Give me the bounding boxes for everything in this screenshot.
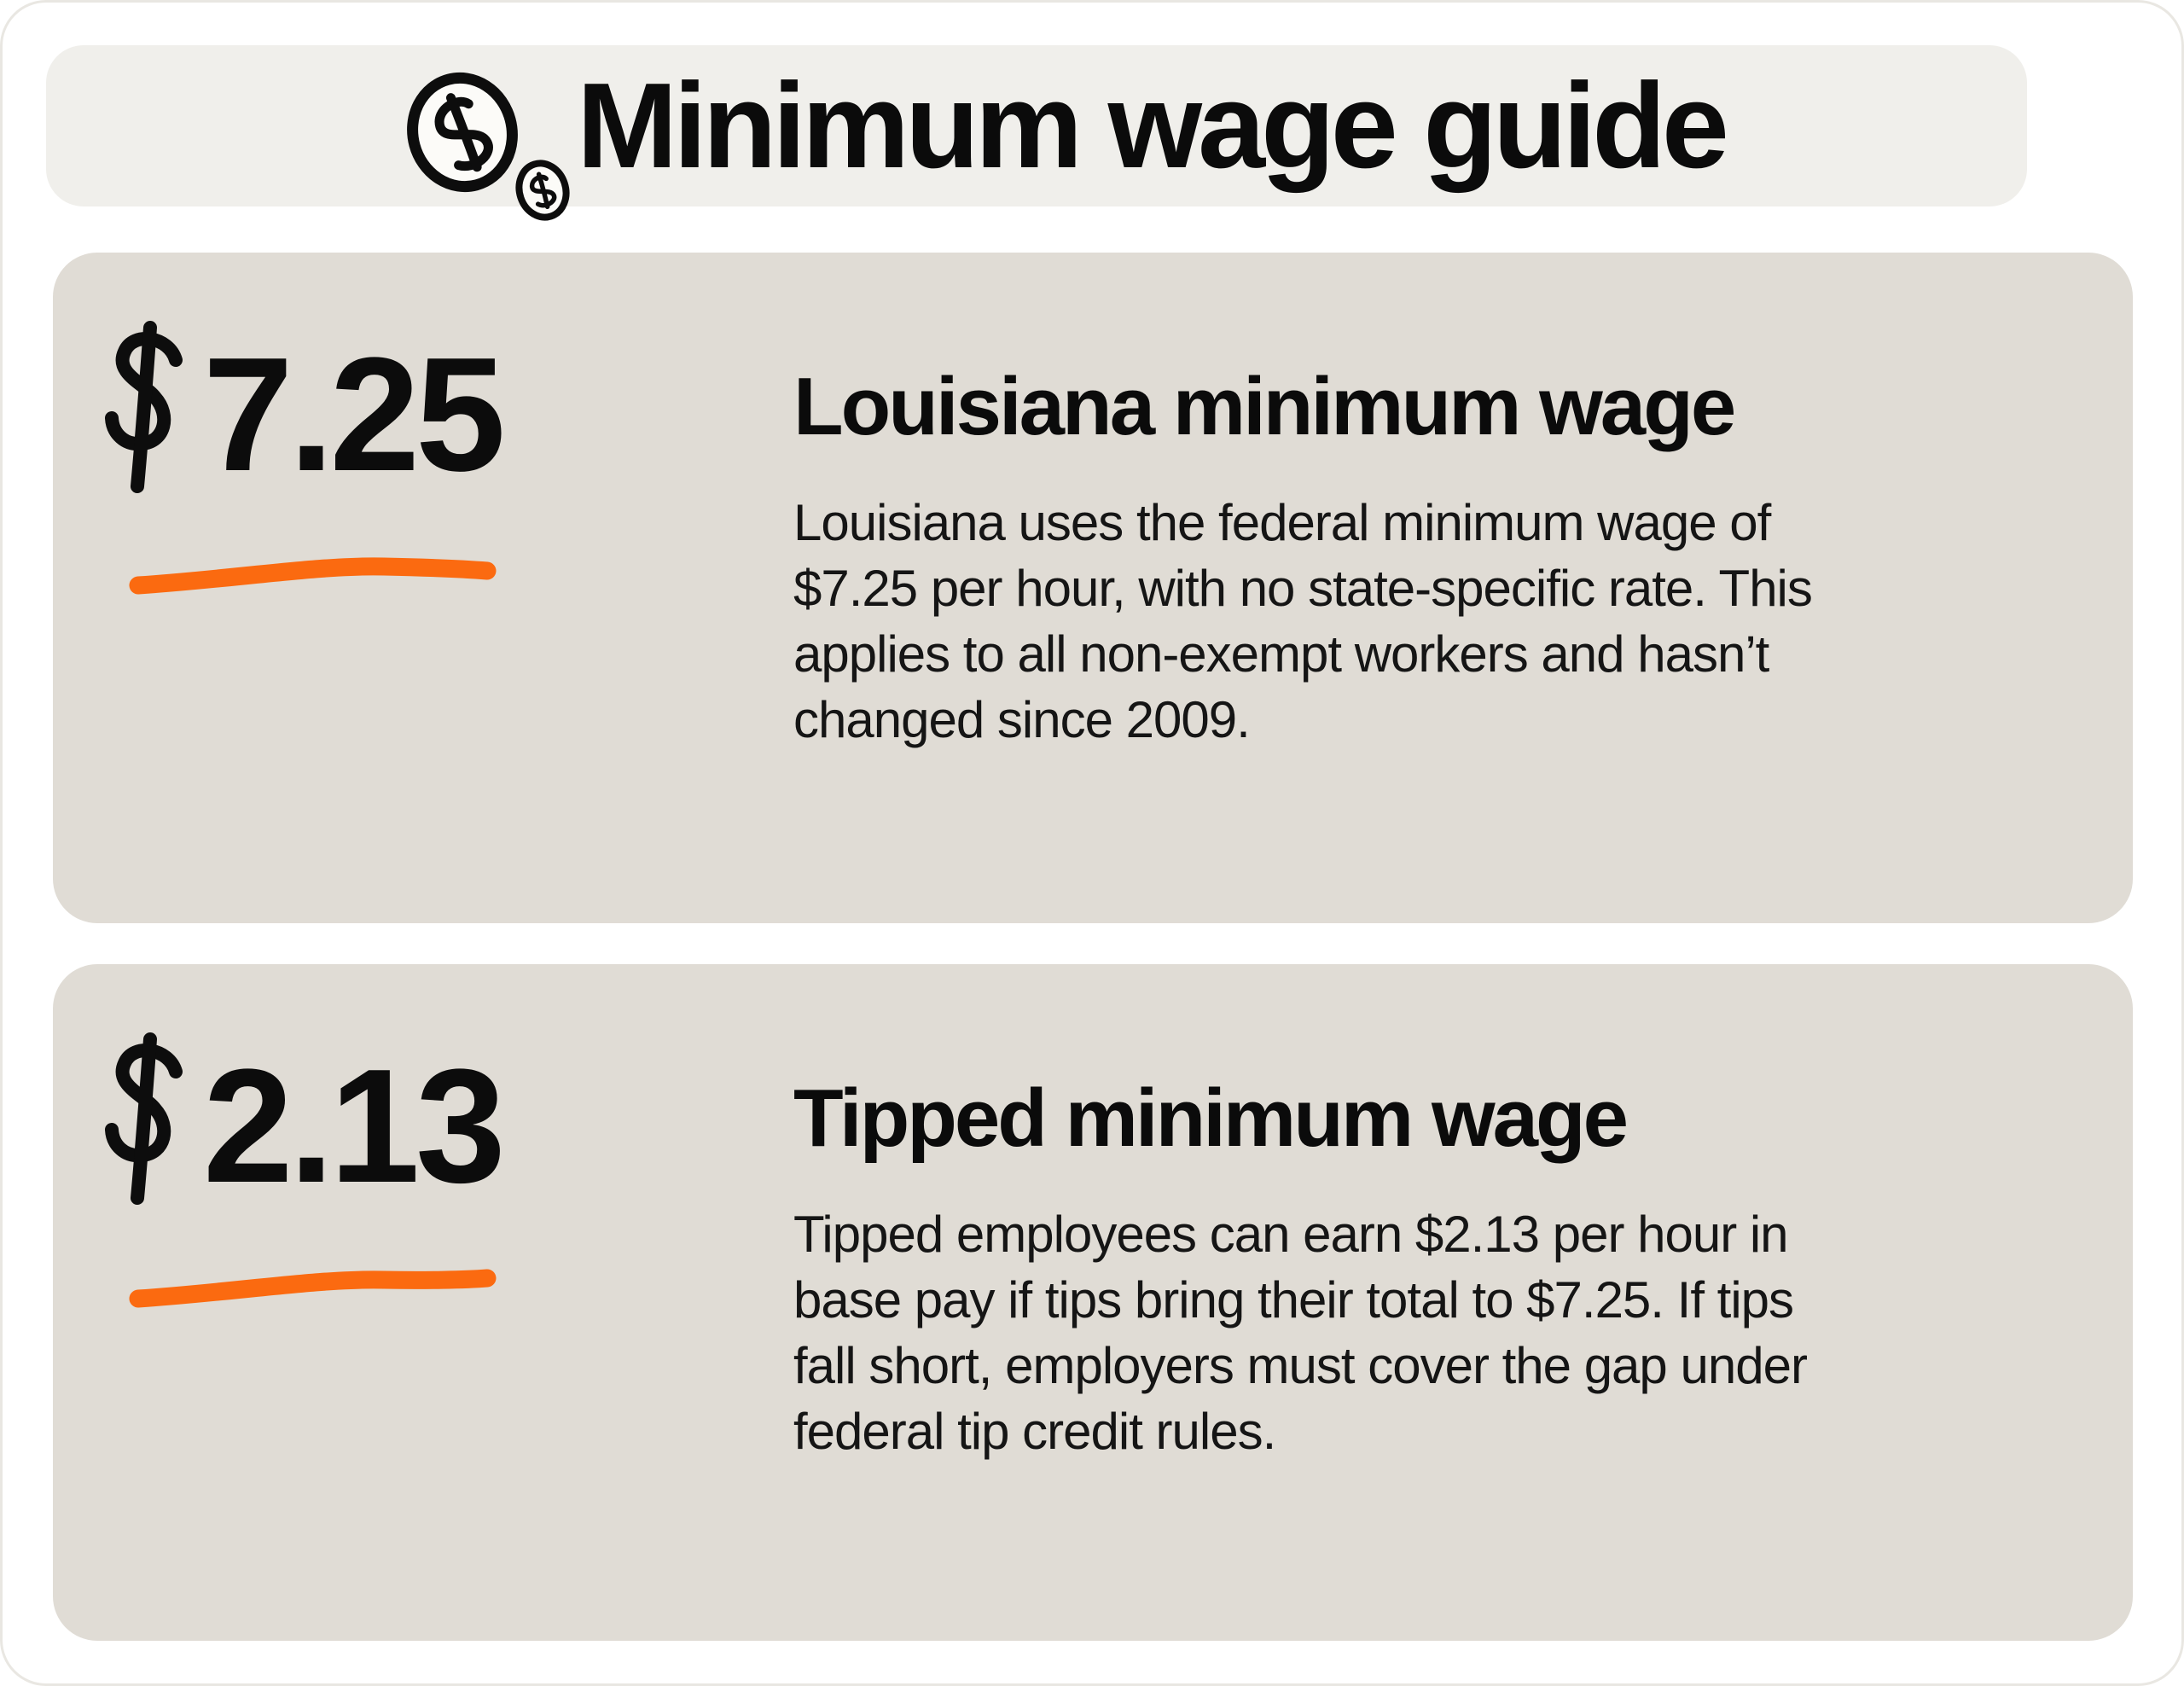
rate-amount: 7.25 [203, 324, 506, 505]
card-heading: Louisiana minimum wage [793, 361, 1736, 452]
dollar-sign-icon [105, 321, 183, 493]
dollar-sign-icon [105, 1032, 183, 1205]
coins-icon [407, 72, 570, 221]
orange-underline-icon [129, 557, 497, 595]
orange-underline-icon [129, 1269, 497, 1308]
header-banner: Minimum wage guide [46, 45, 2027, 221]
louisiana-minimum-wage-card: 7.25 Louisiana minimum wage Louisiana us… [53, 253, 2133, 923]
tipped-minimum-wage-card: 2.13 Tipped minimum wage Tipped employee… [53, 964, 2133, 1641]
card-body: Tipped employees can earn $2.13 per hour… [793, 1206, 1808, 1460]
page-title: Minimum wage guide [577, 57, 1729, 194]
card-body: Louisiana uses the federal minimum wage … [793, 494, 1813, 748]
card-heading: Tipped minimum wage [793, 1073, 1629, 1164]
rate-amount: 2.13 [203, 1036, 506, 1217]
